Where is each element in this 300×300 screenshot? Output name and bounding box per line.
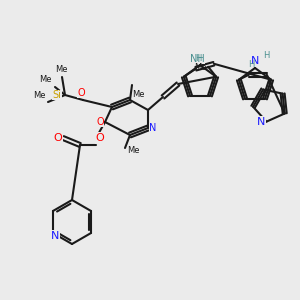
Text: Me: Me: [194, 63, 206, 72]
Text: O: O: [96, 117, 104, 127]
Text: H: H: [248, 60, 254, 69]
Text: O: O: [77, 88, 85, 98]
Text: H: H: [195, 54, 201, 63]
Text: O: O: [96, 133, 104, 143]
Text: N: N: [257, 117, 266, 127]
Text: Me: Me: [132, 90, 145, 99]
Text: N: N: [251, 56, 259, 66]
Text: Me: Me: [55, 65, 67, 74]
Text: Si: Si: [52, 90, 62, 100]
Text: H: H: [263, 51, 269, 60]
Text: Me: Me: [127, 146, 140, 155]
Text: Me: Me: [40, 75, 52, 84]
Text: N: N: [149, 123, 157, 133]
Text: NH: NH: [190, 54, 204, 64]
Text: Me: Me: [34, 91, 46, 100]
Text: O: O: [54, 133, 62, 143]
Text: N: N: [51, 231, 59, 241]
